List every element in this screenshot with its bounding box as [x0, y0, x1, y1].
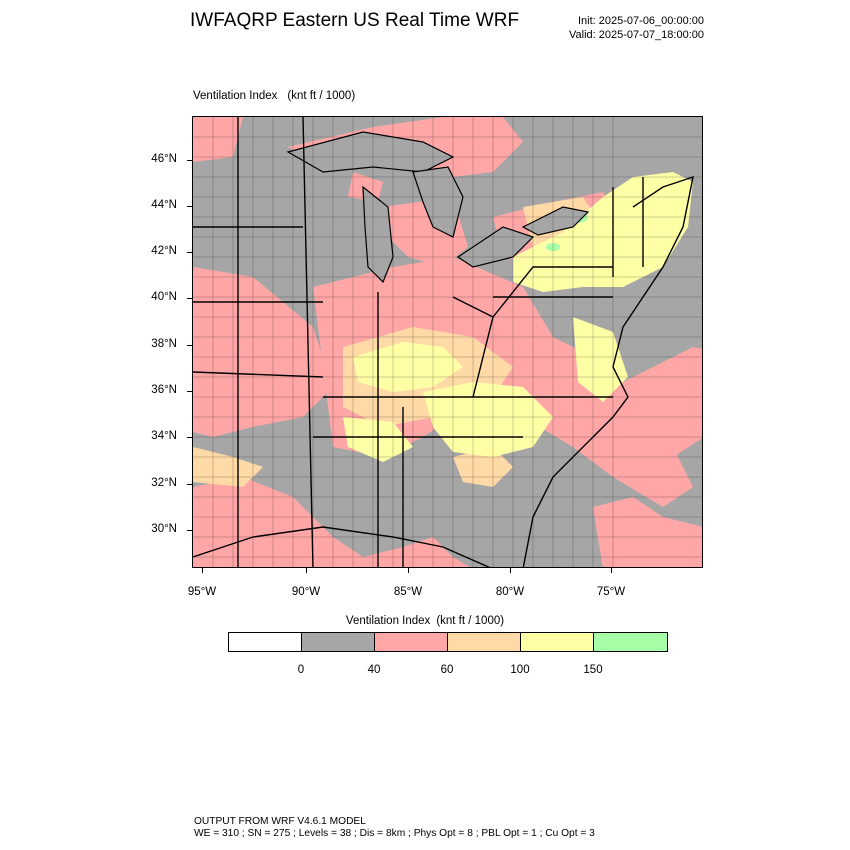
- colorbar: [228, 632, 668, 652]
- lon-tick: [611, 568, 612, 573]
- lon-label-90w: 90°W: [291, 586, 321, 598]
- init-time: Init: 2025-07-06_00:00:00: [578, 15, 704, 27]
- lat-label-42n: 42°N: [151, 245, 177, 257]
- great-lakes: [286, 131, 590, 284]
- lon-label-80w: 80°W: [495, 586, 525, 598]
- init-valid-block: Init: 2025-07-06_00:00:00 Valid: 2025-07…: [569, 14, 704, 42]
- map-field-label: Ventilation Index (knt ft / 1000): [193, 90, 355, 102]
- colorbar-box-0-40: [302, 633, 375, 651]
- band-100-150: [343, 172, 693, 462]
- colorbar-box-60-100: [448, 633, 521, 651]
- lat-tick: [187, 252, 192, 253]
- map-canvas: [193, 117, 702, 567]
- lat-label-30n: 30°N: [151, 523, 177, 535]
- colorbar-label-40: 40: [367, 664, 381, 676]
- colorbar-label-0: 0: [297, 664, 305, 676]
- lat-tick: [187, 530, 192, 531]
- lat-label-46n: 46°N: [151, 153, 177, 165]
- footer-line-2: WE = 310 ; SN = 275 ; Levels = 38 ; Dis …: [194, 828, 595, 839]
- lon-tick: [408, 568, 409, 573]
- lat-tick: [187, 437, 192, 438]
- lat-label-38n: 38°N: [151, 338, 177, 350]
- lon-tick: [510, 568, 511, 573]
- colorbar-label-60: 60: [440, 664, 454, 676]
- county-lines: [193, 117, 702, 567]
- map-panel[interactable]: [192, 116, 703, 568]
- lat-tick: [187, 391, 192, 392]
- colorbar-box-40-60: [375, 633, 448, 651]
- footer-line-1: OUTPUT FROM WRF V4.6.1 MODEL: [194, 816, 366, 827]
- colorbar-label-150: 150: [583, 664, 603, 676]
- lat-tick: [187, 160, 192, 161]
- plot-title: IWFAQRP Eastern US Real Time WRF: [190, 10, 520, 31]
- colorbar-box-below-0: [229, 633, 302, 651]
- lat-label-36n: 36°N: [151, 384, 177, 396]
- lat-tick: [187, 345, 192, 346]
- colorbar-box-100-150: [521, 633, 594, 651]
- lat-tick: [187, 484, 192, 485]
- lat-label-32n: 32°N: [151, 477, 177, 489]
- atlantic-coastline: [522, 175, 694, 567]
- lon-label-85w: 85°W: [393, 586, 423, 598]
- model-footer: OUTPUT FROM WRF V4.6.1 MODEL WE = 310 ; …: [194, 816, 595, 840]
- lon-label-95w: 95°W: [187, 586, 217, 598]
- colorbar-label-100: 100: [510, 664, 530, 676]
- lon-tick: [306, 568, 307, 573]
- colorbar-units: (knt ft / 1000): [436, 615, 505, 627]
- lat-label-40n: 40°N: [151, 291, 177, 303]
- valid-time: Valid: 2025-07-07_18:00:00: [569, 29, 704, 41]
- gulf-coastline: [193, 526, 491, 567]
- map-field-name: Ventilation Index: [193, 90, 278, 102]
- map-field-units: (knt ft / 1000): [287, 90, 356, 102]
- lat-tick: [187, 206, 192, 207]
- lon-label-75w: 75°W: [596, 586, 626, 598]
- colorbar-box-150-plus: [594, 633, 667, 651]
- colorbar-field-name: Ventilation Index: [345, 615, 431, 627]
- lat-tick: [187, 298, 192, 299]
- lat-label-34n: 34°N: [151, 430, 177, 442]
- colorbar-title: Ventilation Index (knt ft / 1000): [0, 615, 850, 627]
- lat-label-44n: 44°N: [151, 199, 177, 211]
- lon-tick: [202, 568, 203, 573]
